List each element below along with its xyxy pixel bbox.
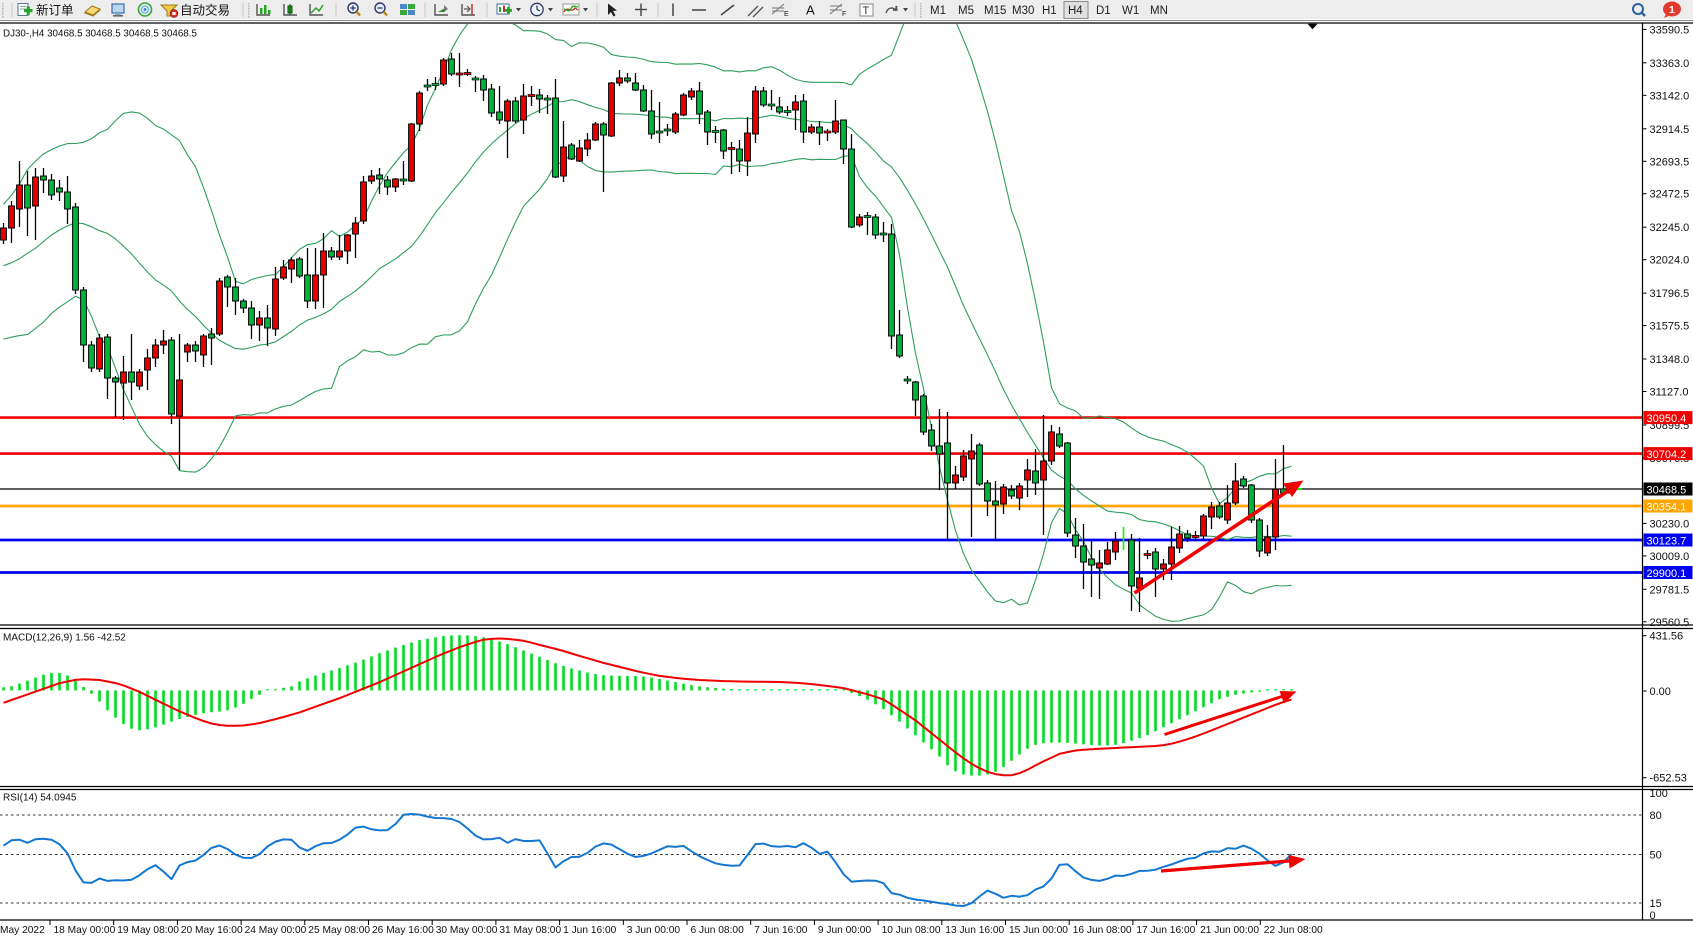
svg-text:30468.5: 30468.5 — [1647, 485, 1687, 497]
svg-text:May 2022: May 2022 — [0, 925, 45, 936]
svg-text:29781.5: 29781.5 — [1650, 584, 1690, 596]
svg-text:29900.1: 29900.1 — [1647, 568, 1687, 580]
svg-text:16 Jun 08:00: 16 Jun 08:00 — [1073, 925, 1132, 936]
svg-text:自动交易: 自动交易 — [180, 3, 230, 18]
svg-text:32914.5: 32914.5 — [1650, 124, 1690, 136]
svg-text:MN: MN — [1150, 5, 1168, 17]
svg-text:MACD(12,26,9) 1.56 -42.52: MACD(12,26,9) 1.56 -42.52 — [3, 633, 126, 644]
svg-text:H1: H1 — [1042, 5, 1057, 17]
svg-text:17 Jun 16:00: 17 Jun 16:00 — [1136, 925, 1195, 936]
svg-text:25 May 08:00: 25 May 08:00 — [308, 925, 370, 936]
svg-text:7 Jun 16:00: 7 Jun 16:00 — [754, 925, 808, 936]
svg-text:19 May 08:00: 19 May 08:00 — [117, 925, 179, 936]
svg-text:15: 15 — [1650, 898, 1662, 910]
svg-text:29560.5: 29560.5 — [1650, 617, 1690, 629]
svg-text:A: A — [806, 3, 815, 18]
svg-text:H4: H4 — [1068, 5, 1083, 17]
svg-text:13 Jun 16:00: 13 Jun 16:00 — [945, 925, 1004, 936]
svg-text:新订单: 新订单 — [36, 3, 74, 18]
svg-text:31575.5: 31575.5 — [1650, 321, 1690, 333]
svg-text:M1: M1 — [930, 5, 946, 17]
svg-text:M30: M30 — [1012, 5, 1034, 17]
svg-text:M5: M5 — [958, 5, 974, 17]
svg-text:D1: D1 — [1096, 5, 1111, 17]
svg-text:30009.0: 30009.0 — [1650, 551, 1690, 563]
svg-text:1: 1 — [1669, 4, 1675, 16]
svg-text:0: 0 — [1650, 910, 1656, 922]
svg-text:30 May 00:00: 30 May 00:00 — [436, 925, 498, 936]
svg-text:30230.0: 30230.0 — [1650, 518, 1690, 530]
svg-text:50: 50 — [1650, 850, 1662, 862]
svg-text:RSI(14) 54.0945: RSI(14) 54.0945 — [3, 793, 77, 804]
svg-text:31348.0: 31348.0 — [1650, 354, 1690, 366]
svg-text:21 Jun 00:00: 21 Jun 00:00 — [1200, 925, 1259, 936]
svg-text:24 May 00:00: 24 May 00:00 — [245, 925, 307, 936]
svg-text:9 Jun 00:00: 9 Jun 00:00 — [818, 925, 872, 936]
svg-text:W1: W1 — [1122, 5, 1139, 17]
svg-text:10 Jun 08:00: 10 Jun 08:00 — [882, 925, 941, 936]
svg-text:F: F — [842, 11, 846, 18]
svg-text:32472.5: 32472.5 — [1650, 189, 1690, 201]
svg-text:T: T — [863, 5, 870, 17]
svg-text:33363.0: 33363.0 — [1650, 58, 1690, 70]
svg-text:32024.0: 32024.0 — [1650, 255, 1690, 267]
svg-text:26 May 16:00: 26 May 16:00 — [372, 925, 434, 936]
svg-text:30123.7: 30123.7 — [1647, 536, 1687, 548]
svg-text:80: 80 — [1650, 810, 1662, 822]
svg-text:30950.4: 30950.4 — [1647, 413, 1687, 425]
svg-text:M15: M15 — [984, 5, 1006, 17]
svg-text:100: 100 — [1650, 788, 1668, 800]
svg-text:31127.0: 31127.0 — [1650, 387, 1689, 399]
svg-text:20 May 16:00: 20 May 16:00 — [181, 925, 243, 936]
svg-text:E: E — [784, 11, 789, 18]
svg-text:31 May 08:00: 31 May 08:00 — [499, 925, 561, 936]
svg-text:-652.53: -652.53 — [1650, 773, 1687, 785]
svg-text:31796.5: 31796.5 — [1650, 288, 1690, 300]
svg-text:6 Jun 08:00: 6 Jun 08:00 — [691, 925, 745, 936]
svg-text:0.00: 0.00 — [1650, 686, 1671, 698]
svg-text:33142.0: 33142.0 — [1650, 90, 1690, 102]
svg-text:22 Jun 08:00: 22 Jun 08:00 — [1264, 925, 1323, 936]
svg-text:DJ30-,H4 30468.5 30468.5 3046: DJ30-,H4 30468.5 30468.5 30468.5 30468.5 — [3, 29, 197, 40]
svg-text:32245.0: 32245.0 — [1650, 222, 1690, 234]
svg-text:30704.2: 30704.2 — [1647, 449, 1687, 461]
svg-text:32693.5: 32693.5 — [1650, 156, 1690, 168]
svg-text:3 Jun 00:00: 3 Jun 00:00 — [627, 925, 681, 936]
svg-text:18 May 00:00: 18 May 00:00 — [54, 925, 116, 936]
svg-text:431.56: 431.56 — [1650, 631, 1684, 643]
svg-text:30354.1: 30354.1 — [1647, 502, 1687, 514]
svg-text:1 Jun 16:00: 1 Jun 16:00 — [563, 925, 617, 936]
svg-text:33590.5: 33590.5 — [1650, 24, 1690, 36]
svg-text:15 Jun 00:00: 15 Jun 00:00 — [1009, 925, 1068, 936]
